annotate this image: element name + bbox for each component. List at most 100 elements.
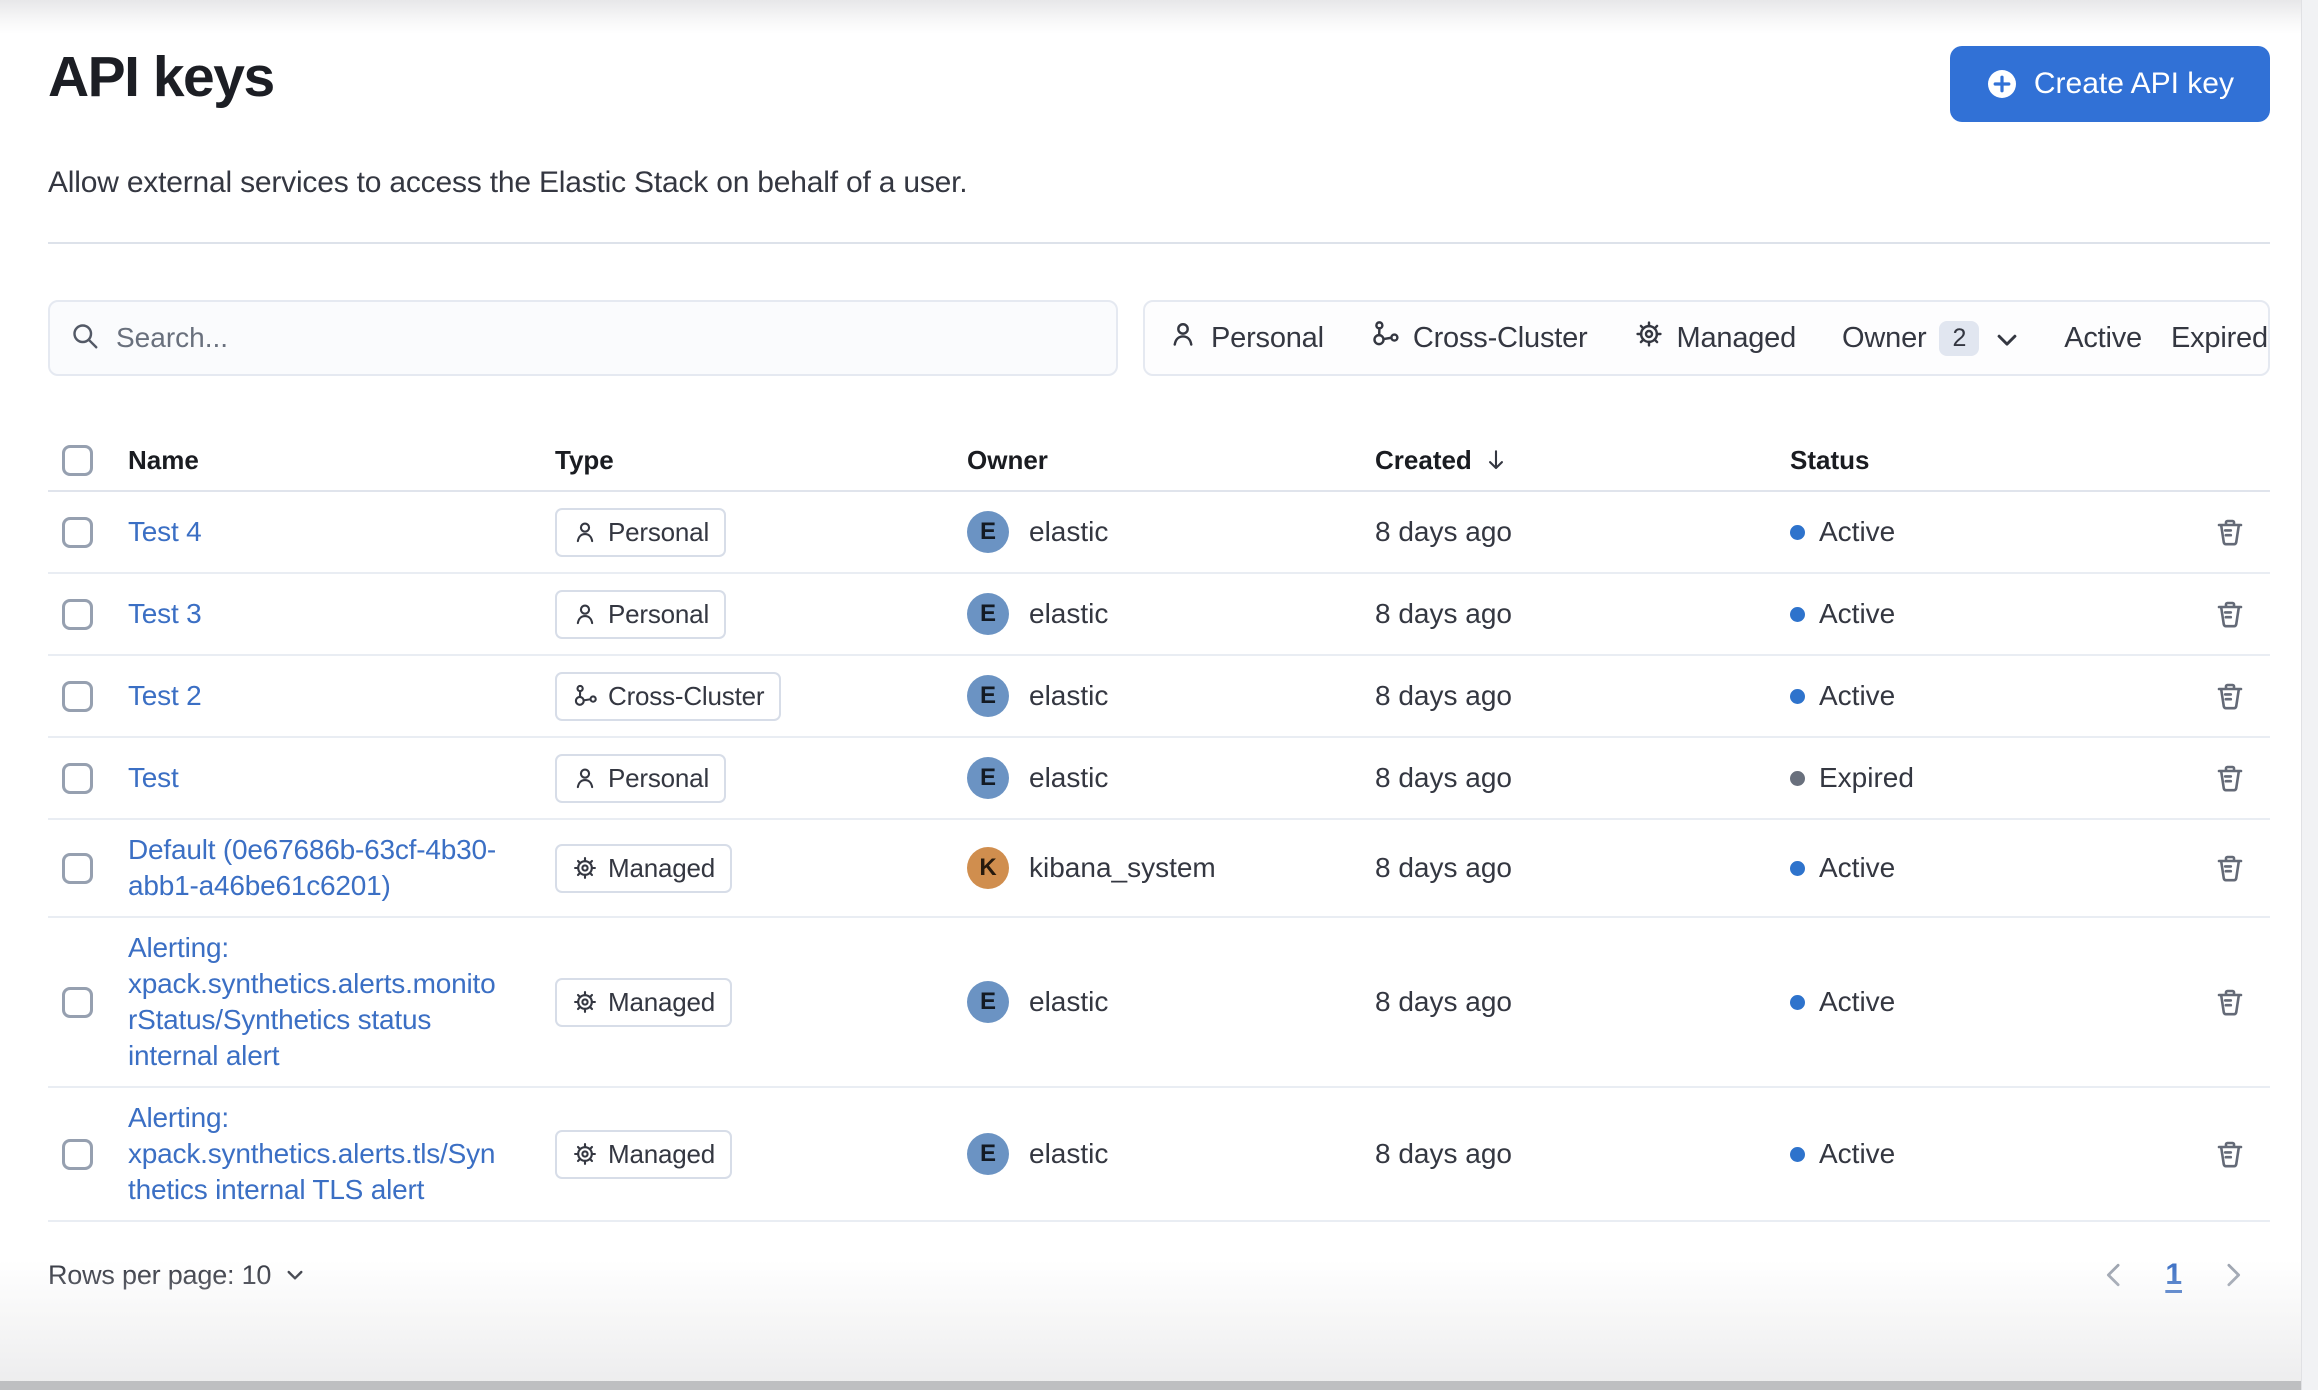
trash-icon [2214, 1138, 2246, 1170]
header-divider [48, 242, 2270, 244]
delete-api-key-button[interactable] [2210, 676, 2250, 716]
status-cell: Active [1790, 852, 2190, 884]
column-header-owner[interactable]: Owner [967, 444, 1048, 475]
owner-name: elastic [1029, 986, 1109, 1017]
actions-cell [2190, 594, 2270, 634]
delete-api-key-button[interactable] [2210, 594, 2250, 634]
column-header-status[interactable]: Status [1790, 444, 1870, 475]
filter-personal[interactable]: Personal [1145, 302, 1347, 374]
actions-cell [2190, 758, 2270, 798]
chevron-down-icon [1992, 325, 2018, 351]
row-checkbox[interactable] [62, 1138, 93, 1170]
next-page-button[interactable] [2216, 1258, 2250, 1292]
status-cell: Expired [1790, 762, 2190, 794]
type-badge: Personal [555, 507, 727, 557]
filter-expired[interactable]: Expired [2165, 302, 2268, 374]
owner-count-badge: 2 [1939, 320, 1980, 356]
trash-icon [2214, 852, 2246, 884]
row-checkbox[interactable] [62, 516, 93, 548]
actions-cell [2190, 982, 2270, 1022]
api-key-name-link[interactable]: Alerting: xpack.synthetics.alerts.tls/Sy… [128, 1102, 496, 1205]
row-select-cell [48, 852, 128, 884]
user-icon [1168, 319, 1198, 357]
status-dot-icon [1790, 524, 1805, 540]
rows-per-page-button[interactable]: Rows per page: 10 [48, 1260, 307, 1291]
user-icon [572, 519, 598, 545]
cluster-icon [572, 683, 598, 709]
chevron-right-icon [2218, 1260, 2248, 1290]
status-dot-icon [1790, 688, 1805, 704]
api-key-name-link[interactable]: Default (0e67686b-63cf-4b30-abb1-a46be61… [128, 834, 496, 901]
user-icon [572, 765, 598, 791]
actions-cell [2190, 848, 2270, 888]
previous-page-button[interactable] [2097, 1258, 2131, 1292]
api-key-name-link[interactable]: Test 2 [128, 680, 202, 711]
delete-api-key-button[interactable] [2210, 512, 2250, 552]
column-header-type[interactable]: Type [555, 444, 614, 475]
delete-api-key-button[interactable] [2210, 848, 2250, 888]
sort-descending-icon [1482, 446, 1510, 474]
api-keys-table: Name Type Owner Created Status Test 4 Per… [48, 430, 2270, 1222]
name-cell: Default (0e67686b-63cf-4b30-abb1-a46be61… [128, 832, 555, 904]
row-select-cell [48, 1138, 128, 1170]
table-header-row: Name Type Owner Created Status [48, 430, 2270, 492]
owner-name: elastic [1029, 762, 1109, 793]
row-checkbox[interactable] [62, 986, 93, 1018]
filter-cross-cluster-label: Cross-Cluster [1412, 321, 1588, 354]
filter-personal-label: Personal [1211, 321, 1324, 354]
column-header-name[interactable]: Name [128, 444, 199, 475]
created-cell: 8 days ago [1375, 1138, 1512, 1169]
api-key-name-link[interactable]: Test [128, 762, 179, 793]
row-checkbox[interactable] [62, 680, 93, 712]
name-cell: Test 3 [128, 596, 555, 632]
delete-api-key-button[interactable] [2210, 982, 2250, 1022]
cluster-icon [1370, 319, 1400, 357]
type-badge: Managed [555, 977, 733, 1027]
row-checkbox[interactable] [62, 598, 93, 630]
avatar: E [967, 511, 1009, 553]
status-dot-icon [1790, 606, 1805, 622]
status-label: Active [1819, 680, 1896, 711]
created-cell: 8 days ago [1375, 852, 1512, 883]
search-input[interactable] [116, 322, 1096, 354]
avatar: E [967, 981, 1009, 1023]
row-checkbox[interactable] [62, 852, 93, 884]
delete-api-key-button[interactable] [2210, 1134, 2250, 1174]
type-badge: Managed [555, 843, 733, 893]
status-dot-icon [1790, 860, 1805, 876]
column-header-created[interactable]: Created [1375, 445, 1790, 476]
api-key-name-link[interactable]: Test 3 [128, 598, 202, 629]
filter-active[interactable]: Active [2041, 302, 2165, 374]
gear-icon [572, 989, 598, 1015]
row-checkbox[interactable] [62, 762, 93, 794]
name-cell: Test [128, 760, 555, 796]
filter-managed[interactable]: Managed [1611, 302, 1820, 374]
select-all-checkbox[interactable] [62, 444, 93, 476]
filter-cross-cluster[interactable]: Cross-Cluster [1347, 302, 1611, 374]
type-badge: Personal [555, 753, 727, 803]
create-api-key-label: Create API key [2033, 67, 2234, 100]
gear-icon [572, 1141, 598, 1167]
scrollbar[interactable] [2301, 0, 2318, 1390]
filter-group: Personal Cross-Cluster Managed Owner 2 A… [1143, 300, 2270, 376]
owner-name: kibana_system [1029, 852, 1216, 883]
name-cell: Test 2 [128, 678, 555, 714]
name-cell: Alerting: xpack.synthetics.alerts.monito… [128, 930, 555, 1074]
avatar: E [967, 757, 1009, 799]
api-key-name-link[interactable]: Test 4 [128, 516, 202, 547]
gear-icon [1634, 319, 1664, 357]
filter-owner-dropdown[interactable]: Owner 2 [1819, 302, 2041, 374]
delete-api-key-button[interactable] [2210, 758, 2250, 798]
rows-per-page-label: Rows per page: 10 [48, 1259, 272, 1290]
window-bottom-edge [0, 1381, 2318, 1390]
page-number-1[interactable]: 1 [2165, 1258, 2182, 1291]
status-dot-icon [1790, 994, 1805, 1010]
api-key-name-link[interactable]: Alerting: xpack.synthetics.alerts.monito… [128, 932, 496, 1071]
created-cell: 8 days ago [1375, 680, 1512, 711]
type-cell: Personal [555, 507, 967, 557]
create-api-key-button[interactable]: Create API key [1949, 46, 2270, 122]
